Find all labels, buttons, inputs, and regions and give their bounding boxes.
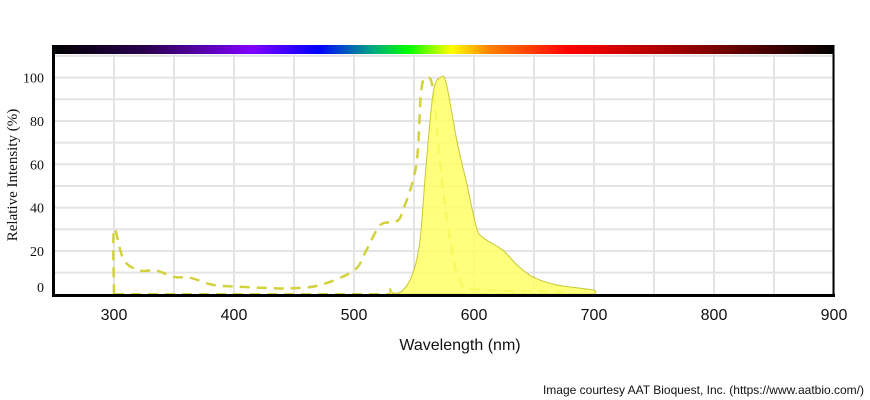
x-tick-label: 700 — [581, 307, 608, 324]
spectrum-color-bar — [53, 45, 834, 54]
x-tick-label: 900 — [821, 307, 848, 324]
x-tick-label: 300 — [101, 307, 128, 324]
y-tick-label: 80 — [30, 115, 44, 130]
y-tick-label: 20 — [30, 245, 44, 260]
image-credit: Image courtesy AAT Bioquest, Inc. (https… — [542, 383, 864, 397]
y-axis-label: Relative Intensity (%) — [5, 109, 21, 241]
emission-area — [389, 75, 597, 295]
x-tick-label: 800 — [701, 307, 728, 324]
y-tick-label: 60 — [30, 158, 44, 173]
x-tick-label: 600 — [461, 307, 488, 324]
y-tick-label: 40 — [30, 202, 44, 217]
y-tick-label: 100 — [23, 72, 44, 87]
x-tick-label: 500 — [341, 307, 368, 324]
y-tick-label: 0 — [37, 281, 44, 296]
x-axis-label: Wavelength (nm) — [399, 337, 520, 354]
x-tick-label: 400 — [221, 307, 248, 324]
